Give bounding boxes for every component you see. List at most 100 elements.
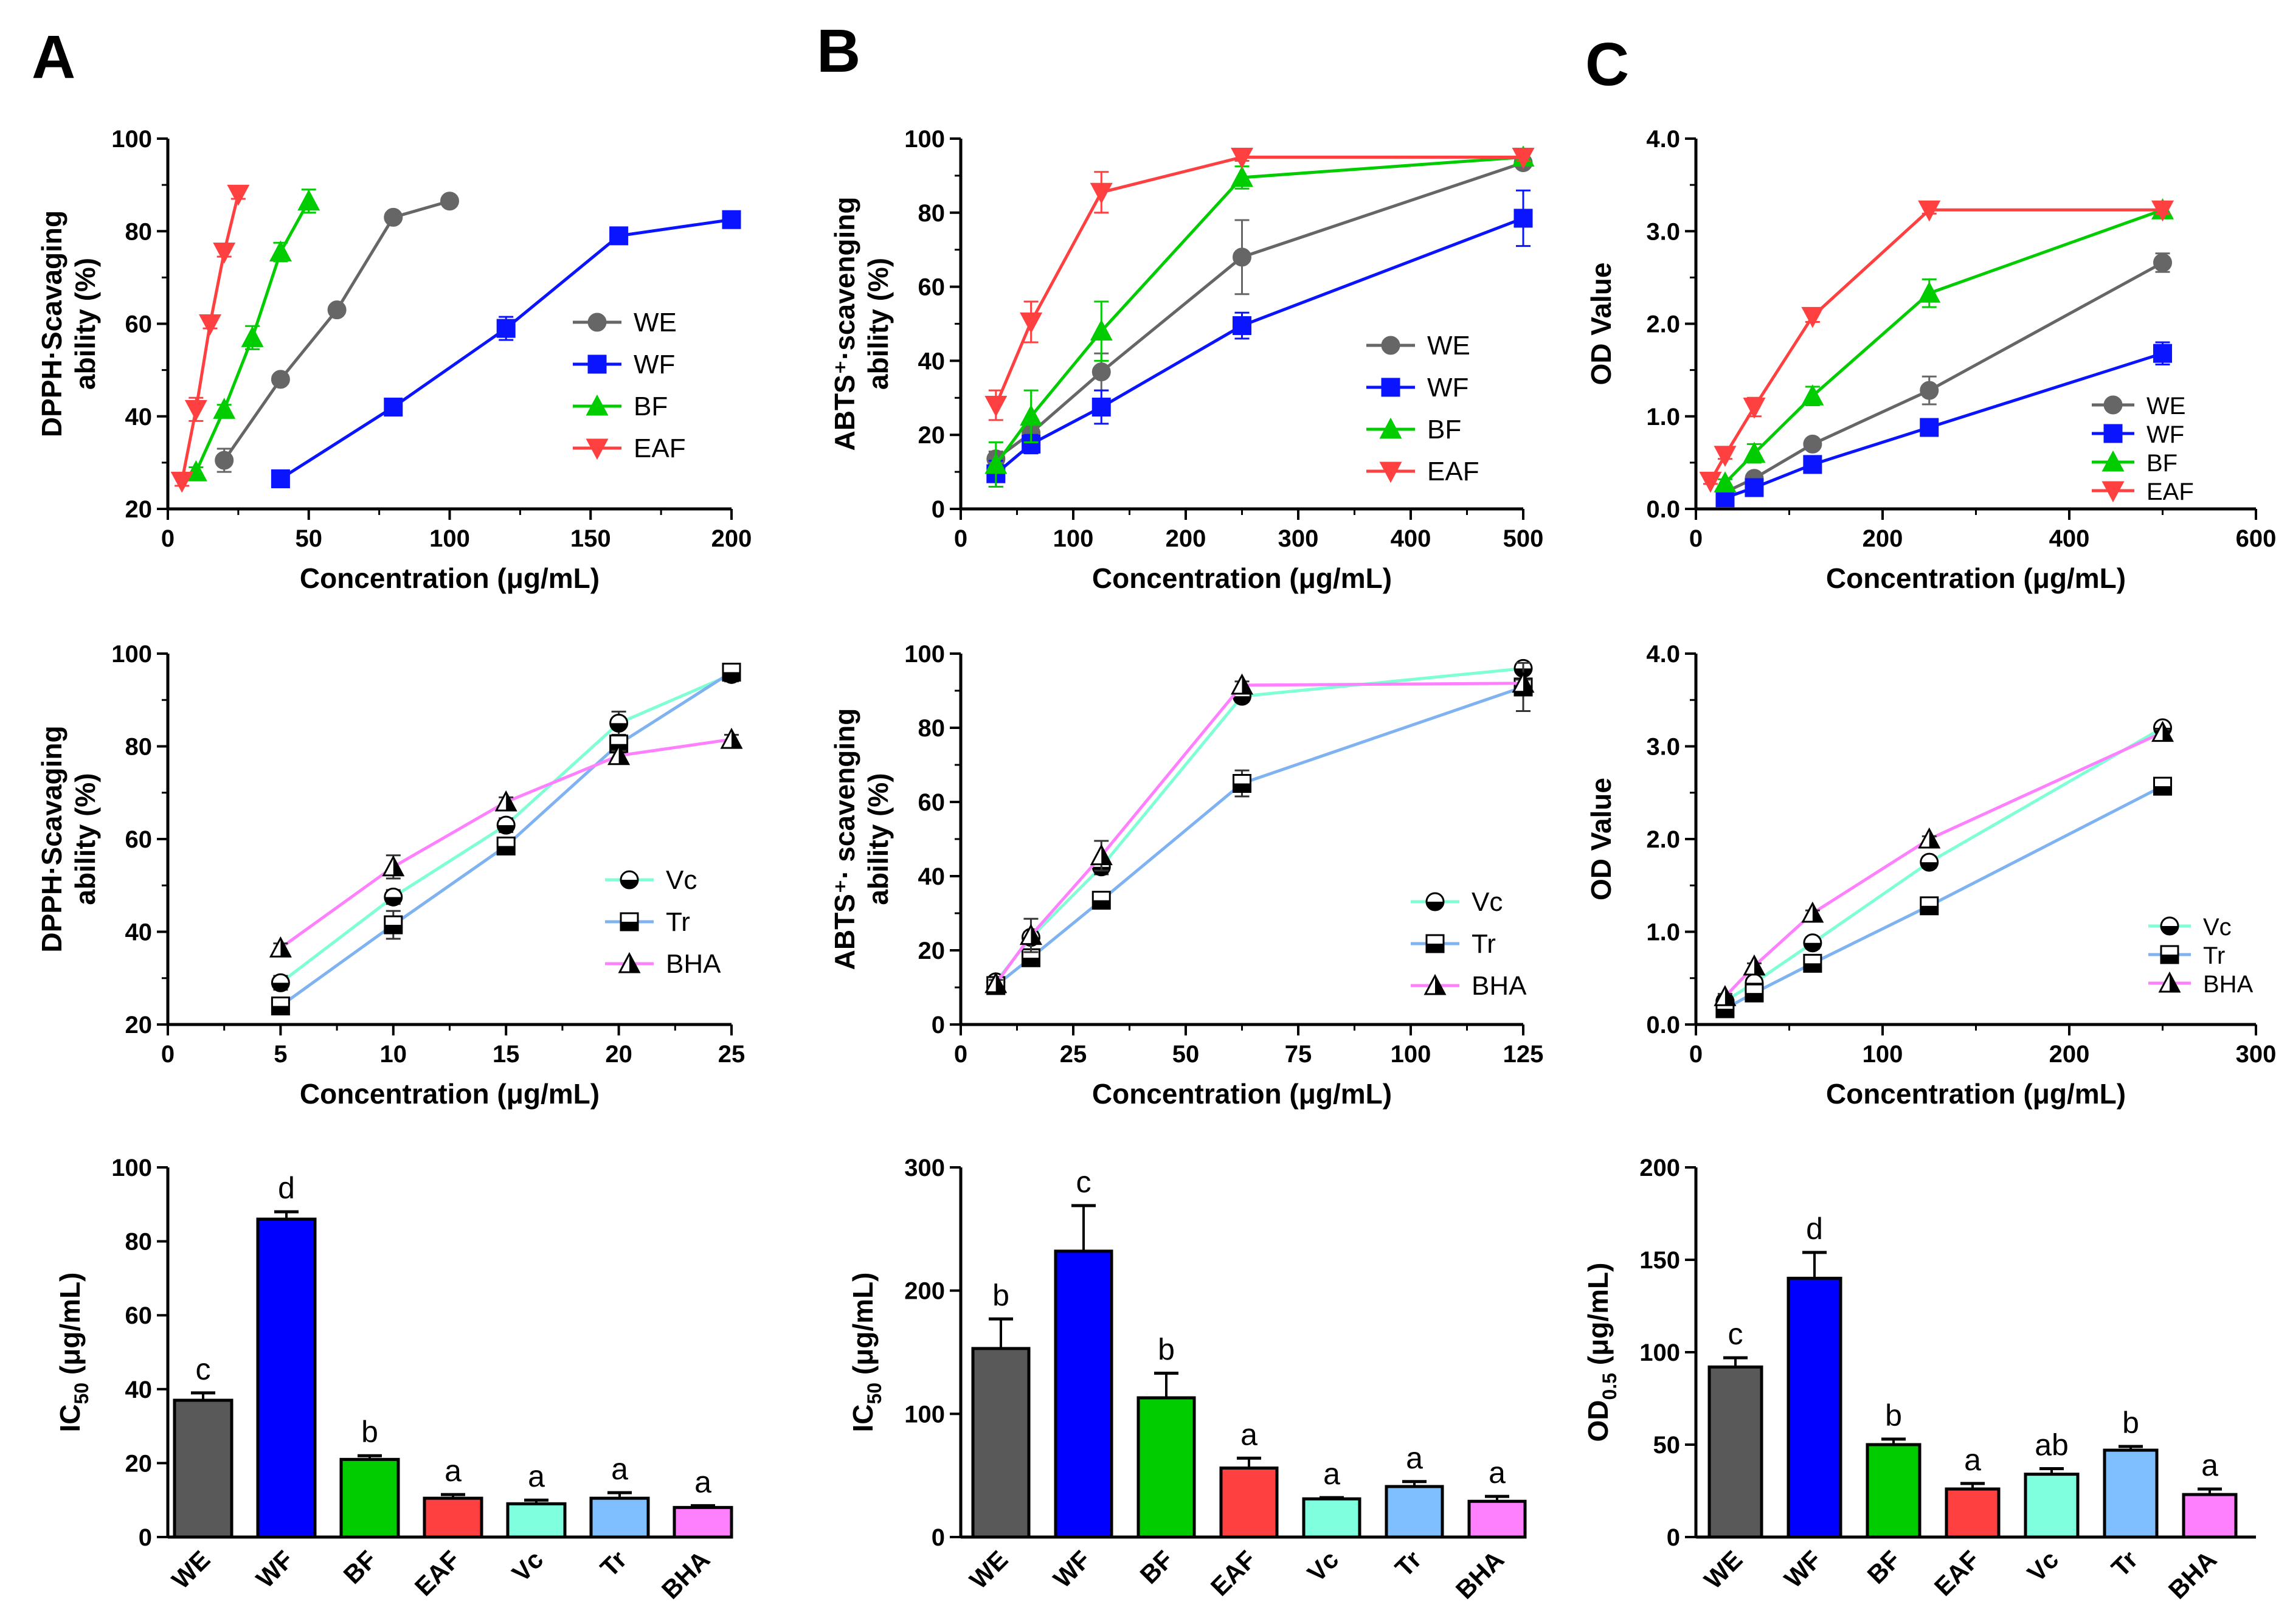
y-tick-label: 80 — [918, 715, 946, 742]
legend-label: BF — [1427, 415, 1461, 444]
significance-letter: a — [445, 1454, 462, 1488]
y-tick-label: 200 — [1639, 1155, 1680, 1181]
data-point-fill — [280, 938, 291, 957]
y-tick-label: 100 — [904, 126, 945, 153]
bar-group-we: b WE — [964, 1278, 1031, 1594]
data-point — [1743, 441, 1766, 463]
significance-letter: c — [196, 1352, 211, 1386]
bar — [1302, 1497, 1361, 1539]
series-bha — [984, 671, 1535, 993]
legend-marker-fill — [1427, 902, 1444, 910]
series-tr — [271, 663, 741, 1015]
y-tick-label: 80 — [125, 1229, 153, 1256]
bar — [1219, 1467, 1279, 1539]
category-label: WE — [1698, 1545, 1748, 1594]
chart-a3: 0 20 40 60 80 100 IC50 (μg/mL) c WE d WF b BF a EAF a Vc… — [54, 1155, 733, 1605]
y-axis-title: OD Value — [1585, 778, 1617, 900]
legend-marker-fill — [2170, 973, 2179, 992]
data-point — [184, 399, 207, 421]
data-point — [1743, 398, 1766, 419]
x-tick-label: 200 — [2049, 1041, 2090, 1068]
data-point-fill — [723, 672, 740, 681]
chart-b1: 0 20 40 60 80 100 0 100 200 300 400 500 Concentratio… — [829, 126, 1543, 594]
panel-letter-b: B — [817, 17, 860, 85]
chart-a1: 20 40 60 80 100 0 50 100 150 200 Concentration (μg… — [36, 126, 752, 594]
legend-marker-fill — [621, 880, 638, 888]
data-point-fill — [1812, 904, 1822, 922]
significance-letter: d — [1806, 1212, 1823, 1246]
bar-group-wf: d WF — [251, 1171, 317, 1594]
y-axis-title-main: IC — [847, 1405, 879, 1432]
bar — [673, 1505, 733, 1539]
chart-b2: 0 20 40 60 80 100 0 25 50 75 100 125 Concentration (… — [829, 641, 1543, 1110]
y-tick-label: 50 — [1653, 1432, 1681, 1459]
category-label: Tr — [2106, 1545, 2143, 1582]
data-point-fill — [1031, 925, 1041, 944]
bar — [339, 1457, 400, 1539]
category-label: WF — [251, 1545, 299, 1593]
data-point — [1233, 316, 1251, 336]
y-tick-label: 20 — [125, 1450, 153, 1477]
series-vc — [986, 658, 1533, 992]
data-point — [1745, 478, 1764, 497]
y-tick-label: 40 — [918, 348, 946, 375]
y-axis-title-unit: (μg/mL) — [847, 1272, 879, 1382]
data-point — [984, 452, 1008, 474]
legend-marker — [2101, 481, 2125, 503]
y-tick-label: 0 — [932, 1524, 945, 1551]
y-tick-label: 60 — [918, 274, 946, 301]
y-axis-title-line1: ABTS⁺·scavenging — [829, 197, 860, 451]
series-line — [1724, 726, 2164, 1003]
data-point-fill — [995, 973, 1006, 992]
category-label: BF — [1135, 1545, 1179, 1589]
y-axis-title-line1: DPPH·Scavaging — [36, 725, 67, 952]
data-point — [1801, 306, 1824, 328]
bar-group-we: c WE — [1698, 1317, 1763, 1594]
category-label: WF — [1048, 1545, 1096, 1593]
legend-entry-bf: BF — [1366, 415, 1461, 444]
bar — [256, 1217, 317, 1539]
legend-entry-tr: Tr — [1411, 929, 1496, 959]
y-axis-title-line2: ability (%) — [862, 773, 894, 905]
series-bha — [1714, 720, 2174, 1006]
x-tick-label: 25 — [718, 1041, 745, 1068]
data-point — [213, 243, 236, 264]
y-tick-label: 60 — [125, 1302, 153, 1329]
data-point — [440, 192, 459, 211]
bar — [1707, 1365, 1763, 1539]
series-vc — [1715, 718, 2172, 1011]
x-axis-title: Concentration (μg/mL) — [300, 562, 600, 594]
chart-c2: 0.0 1.0 2.0 3.0 4.0 0 100 200 300 Concentration (… — [1585, 641, 2276, 1110]
y-axis-title-line2: ability (%) — [69, 258, 101, 390]
legend-entry-we: WE — [2092, 393, 2185, 420]
y-axis-title-unit: (μg/mL) — [1582, 1263, 1614, 1373]
x-tick-label: 75 — [1285, 1041, 1312, 1068]
y-tick-label: 0 — [932, 496, 945, 523]
legend-label: BF — [2146, 450, 2178, 477]
data-point — [1918, 282, 1941, 303]
x-tick-label: 100 — [1863, 1041, 1903, 1068]
significance-letter: b — [2122, 1406, 2139, 1440]
y-axis-title-unit: (μg/mL) — [54, 1272, 86, 1382]
legend-marker-fill — [621, 922, 638, 930]
data-point-fill — [272, 983, 289, 992]
bar — [589, 1496, 650, 1539]
series-eaf — [170, 184, 250, 493]
significance-letter: a — [1323, 1457, 1340, 1491]
data-point — [1699, 471, 1722, 493]
y-tick-label: 20 — [918, 938, 946, 964]
data-point — [271, 370, 290, 389]
x-axis-title: Concentration (μg/mL) — [1826, 562, 2126, 594]
significance-letter: d — [278, 1171, 295, 1205]
data-point — [384, 398, 403, 417]
data-point — [1920, 418, 1939, 437]
data-point-fill — [732, 730, 741, 748]
legend-entry-vc: Vc — [2148, 914, 2232, 941]
x-tick-label: 100 — [1053, 525, 1094, 552]
data-point-fill — [1929, 829, 1939, 848]
bar-group-tr: a Tr — [589, 1452, 650, 1582]
y-tick-label: 2.0 — [1646, 311, 1680, 338]
y-tick-label: 100 — [904, 1401, 945, 1428]
